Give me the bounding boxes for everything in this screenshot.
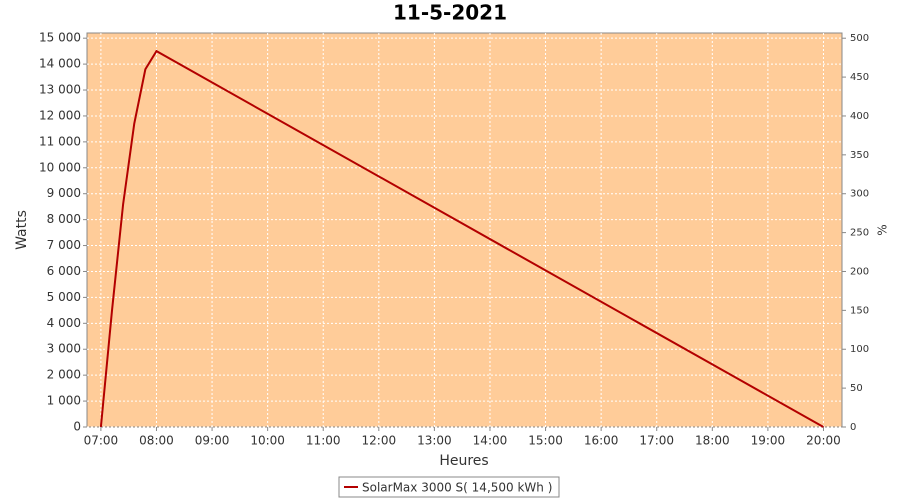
y-tick-label: 5 000 — [47, 290, 81, 304]
y-tick-label: 4 000 — [47, 316, 81, 330]
y2-tick-label: 450 — [850, 72, 869, 83]
y2-tick-label: 400 — [850, 111, 869, 122]
y-tick-label: 7 000 — [47, 238, 81, 252]
x-tick-label: 19:00 — [751, 434, 786, 448]
x-tick-label: 16:00 — [584, 434, 619, 448]
x-tick-label: 10:00 — [250, 434, 285, 448]
x-tick-label: 15:00 — [528, 434, 563, 448]
x-tick-label: 08:00 — [139, 434, 174, 448]
x-tick-label: 07:00 — [84, 434, 119, 448]
x-tick-label: 09:00 — [195, 434, 230, 448]
chart-title: 11-5-2021 — [393, 1, 507, 25]
y-tick-label: 1 000 — [47, 394, 81, 408]
y-axis-label: Watts — [14, 210, 30, 250]
y-tick-label: 0 — [73, 420, 81, 434]
y-tick-label: 11 000 — [39, 134, 81, 148]
plot-background — [86, 32, 843, 428]
legend-box — [338, 476, 560, 498]
y-tick-label: 9 000 — [47, 186, 81, 200]
y2-tick-label: 200 — [850, 266, 869, 277]
x-tick-label: 18:00 — [695, 434, 730, 448]
x-tick-label: 13:00 — [417, 434, 452, 448]
y-tick-label: 3 000 — [47, 342, 81, 356]
y2-tick-label: 250 — [850, 228, 869, 239]
y-tick-label: 6 000 — [47, 264, 81, 278]
y2-tick-label: 50 — [850, 383, 863, 394]
y-tick-label: 15 000 — [39, 31, 81, 45]
x-tick-label: 14:00 — [473, 434, 508, 448]
x-tick-label: 12:00 — [362, 434, 397, 448]
x-axis-label: Heures — [439, 453, 488, 469]
y-tick-label: 2 000 — [47, 368, 81, 382]
y-tick-label: 12 000 — [39, 108, 81, 122]
x-tick-label: 20:00 — [806, 434, 841, 448]
y-tick-label: 8 000 — [47, 212, 81, 226]
y2-tick-label: 500 — [850, 33, 869, 44]
y2-axis-label: % — [876, 224, 890, 235]
y2-tick-label: 100 — [850, 344, 869, 355]
x-tick-label: 17:00 — [639, 434, 674, 448]
y2-tick-label: 0 — [850, 422, 856, 433]
x-tick-label: 11:00 — [306, 434, 341, 448]
y2-tick-label: 350 — [850, 150, 869, 161]
y2-tick-label: 300 — [850, 189, 869, 200]
line — [99, 49, 824, 428]
y-tick-label: 14 000 — [39, 57, 81, 71]
y-tick-label: 13 000 — [39, 83, 81, 97]
legend-label: SolarMax 3000 S( 14,500 kWh ) — [362, 481, 552, 495]
y2-tick-label: 150 — [850, 305, 869, 316]
y-tick-label: 10 000 — [39, 160, 81, 174]
